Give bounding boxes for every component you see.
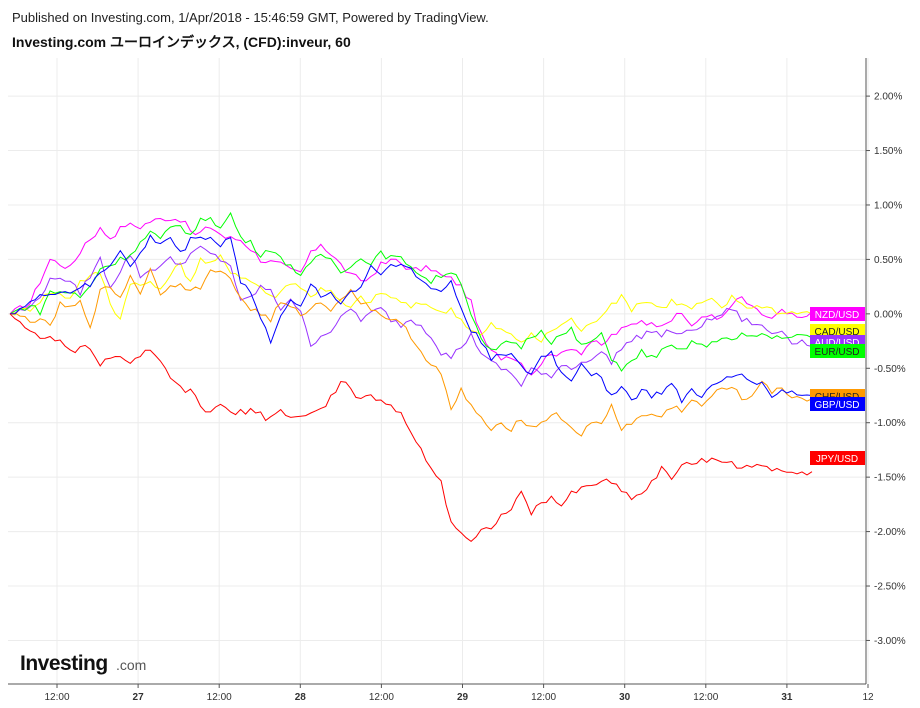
- series-lines: [9, 211, 813, 543]
- y-tick-label: -1.50%: [874, 473, 906, 484]
- y-axis: 2.00% 1.50% 1.00% 0.50% 0.00% -0.50% -1.00% -1.…: [865, 58, 906, 684]
- series-line-aud-usd: [9, 245, 813, 388]
- series-line-eur-usd: [9, 211, 813, 372]
- series-label-text: AUD/USD: [814, 338, 859, 349]
- x-tick-label: 28: [295, 692, 307, 703]
- y-tick-label: -2.50%: [874, 582, 906, 593]
- series-line-chf-usd: [9, 267, 813, 437]
- series-label-text: EUR/USD: [814, 347, 859, 358]
- series-label-box: [810, 324, 865, 338]
- series-label-eur-usd: EUR/USD: [810, 344, 865, 358]
- series-label-box: [810, 397, 865, 411]
- series-line-nzd-usd: [9, 217, 813, 376]
- series-label-box: [810, 451, 865, 465]
- y-tick-label: 0.00%: [874, 309, 902, 320]
- x-tick-label: 29: [457, 692, 469, 703]
- y-tick-label: 2.00%: [874, 92, 902, 103]
- series-label-box: [810, 307, 865, 321]
- y-tick-label: 0.50%: [874, 255, 902, 266]
- x-axis: 12:00 27 12:00 28 12:00 29 12:00 30 12:00 31 12: [8, 683, 874, 703]
- logo-suffix-text: .com: [116, 657, 146, 673]
- series-label-nzd-usd: NZD/USD: [810, 307, 865, 321]
- series-label-jpy-usd: JPY/USD: [810, 451, 865, 465]
- series-labels: NZD/USDCAD/USDAUD/USDEUR/USDCHF/USDGBP/U…: [810, 307, 865, 465]
- series-label-text: CAD/USD: [814, 327, 859, 338]
- series-line-gbp-usd: [9, 234, 813, 404]
- y-tick-label: 1.50%: [874, 146, 902, 157]
- y-tick-label: -3.00%: [874, 636, 906, 647]
- series-label-cad-usd: CAD/USD: [810, 324, 865, 338]
- y-tick-label: -0.50%: [874, 364, 906, 375]
- x-tick-label: 12:00: [531, 692, 556, 703]
- x-tick-label: 31: [781, 692, 793, 703]
- x-tick-label: 30: [619, 692, 631, 703]
- x-tick-label: 12:00: [693, 692, 718, 703]
- series-label-box: [810, 344, 865, 358]
- x-tick-label: 27: [133, 692, 145, 703]
- x-tick-label: 12:00: [369, 692, 394, 703]
- investing-logo: Investing .com: [20, 652, 146, 675]
- y-tick-label: -2.00%: [874, 527, 906, 538]
- x-tick-label: 12:00: [44, 692, 69, 703]
- y-tick-label: 1.00%: [874, 200, 902, 211]
- series-line-jpy-usd: [9, 313, 813, 543]
- series-label-text: NZD/USD: [815, 310, 859, 321]
- y-tick-label: -1.00%: [874, 418, 906, 429]
- series-label-gbp-usd: GBP/USD: [810, 397, 865, 411]
- series-label-text: JPY/USD: [816, 454, 858, 465]
- x-tick-label: 12:00: [207, 692, 232, 703]
- published-caption: Published on Investing.com, 1/Apr/2018 -…: [12, 10, 489, 25]
- logo-main-text: Investing: [20, 652, 108, 675]
- series-label-text: GBP/USD: [814, 400, 859, 411]
- gridlines: [8, 58, 869, 684]
- x-tick-label: 12: [862, 692, 874, 703]
- series-line-cad-usd: [9, 254, 813, 343]
- chart-title: Investing.com ユーロインデックス, (CFD):inveur, 6…: [12, 34, 351, 50]
